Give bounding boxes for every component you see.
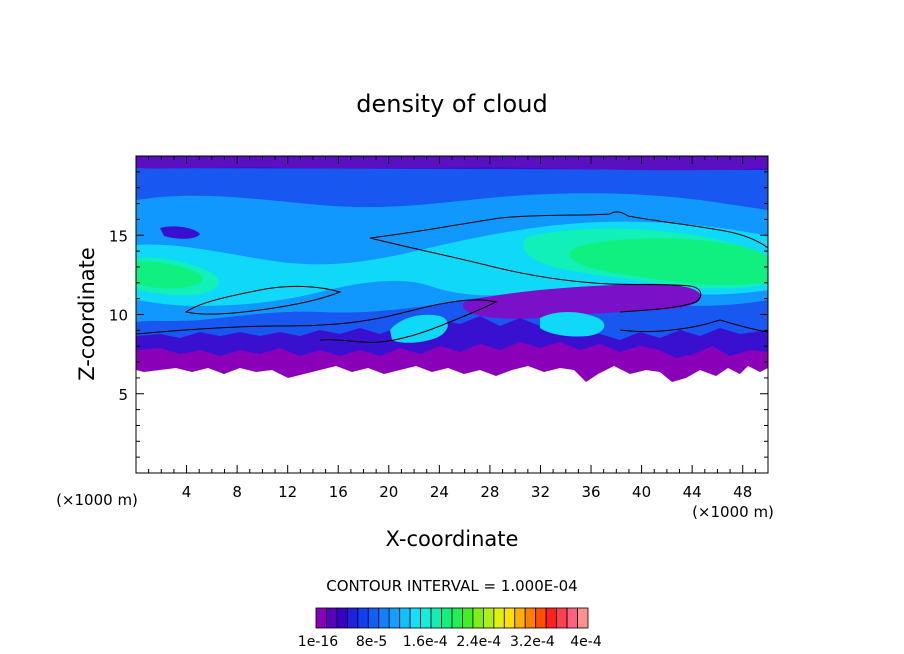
x-tick-label: 8 <box>232 483 242 501</box>
colorbar-label: 2.4e-4 <box>456 634 501 650</box>
x-tick-label: 20 <box>379 483 398 501</box>
colorbar-label: 1.6e-4 <box>403 634 448 650</box>
x-axis-label: X-coordinate <box>386 527 519 551</box>
y-unit-label: (×1000 m) <box>692 503 774 521</box>
colorbar-swatch <box>451 607 463 629</box>
colorbar-swatch <box>514 607 526 629</box>
colorbar-swatch <box>388 607 401 629</box>
colorbar-swatch <box>566 607 578 629</box>
colorbar-swatch <box>462 607 474 629</box>
x-ticks: 4 8 12 16 20 24 28 32 36 40 44 48 <box>148 156 756 501</box>
colorbar-swatch <box>430 607 442 629</box>
x-tick-label: 28 <box>480 483 499 501</box>
x-tick-label: 16 <box>329 483 348 501</box>
colorbar-label: 1e-16 <box>298 634 338 650</box>
colorbar-swatch <box>409 607 422 629</box>
x-tick-label: 32 <box>531 483 550 501</box>
cloud-core-left <box>136 261 204 289</box>
colorbar-label: 8e-5 <box>356 634 387 650</box>
cloud-field <box>136 156 768 382</box>
colorbar-swatch <box>556 607 568 629</box>
colorbar-swatch <box>346 607 359 629</box>
colorbar-swatch <box>472 607 484 629</box>
x-tick-label: 44 <box>683 483 702 501</box>
colorbar-swatch <box>503 607 516 629</box>
colorbar-swatch <box>545 607 558 629</box>
colorbar-swatch <box>357 607 369 629</box>
cloud-core-right <box>569 238 768 285</box>
colorbar-labels: 1e-16 8e-5 1.6e-4 2.4e-4 3.2e-4 4e-4 <box>298 634 602 650</box>
x-tick-label: 24 <box>430 483 449 501</box>
contour-interval: CONTOUR INTERVAL = 1.000E-04 <box>326 577 577 595</box>
colorbar-swatch <box>493 607 505 629</box>
contour-line-left <box>184 285 342 315</box>
colorbar <box>315 607 589 629</box>
y-tick-label: 5 <box>118 386 128 404</box>
contour-lines <box>136 211 768 343</box>
colorbar-label: 3.2e-4 <box>510 634 555 650</box>
x-tick-label: 12 <box>278 483 297 501</box>
x-unit-label: (×1000 m) <box>56 491 138 509</box>
y-tick-label: 10 <box>109 307 128 325</box>
cloud-puff-1 <box>390 314 448 343</box>
contour-line-mid <box>369 237 702 313</box>
x-tick-label: 36 <box>581 483 600 501</box>
colorbar-swatch <box>336 607 348 629</box>
colorbar-swatch <box>326 607 338 629</box>
colorbar-swatch <box>535 607 547 629</box>
x-tick-label: 48 <box>733 483 752 501</box>
cloud-dark-patch <box>160 226 200 239</box>
contour-line-upper <box>369 211 768 249</box>
colorbar-swatch <box>378 607 390 629</box>
chart-title: density of cloud <box>356 90 547 118</box>
colorbar-swatch <box>367 607 380 629</box>
x-tick-label: 4 <box>182 483 192 501</box>
colorbar-swatch <box>482 607 495 629</box>
cloud-puff-2 <box>540 312 605 337</box>
contour-line-lower <box>136 299 768 343</box>
colorbar-swatch <box>524 607 537 629</box>
x-tick-label: 40 <box>632 483 651 501</box>
colorbar-swatch <box>577 607 589 629</box>
colorbar-swatch <box>399 607 411 629</box>
colorbar-swatch <box>420 607 432 629</box>
colorbar-label: 4e-4 <box>570 634 602 650</box>
colorbar-swatch <box>315 607 327 629</box>
colorbar-swatch <box>441 607 453 629</box>
y-axis-label: Z-coordinate <box>75 247 99 381</box>
y-ticks: 5 10 15 <box>109 171 768 458</box>
cloud-layer-top <box>136 156 768 171</box>
y-tick-label: 15 <box>109 227 128 245</box>
